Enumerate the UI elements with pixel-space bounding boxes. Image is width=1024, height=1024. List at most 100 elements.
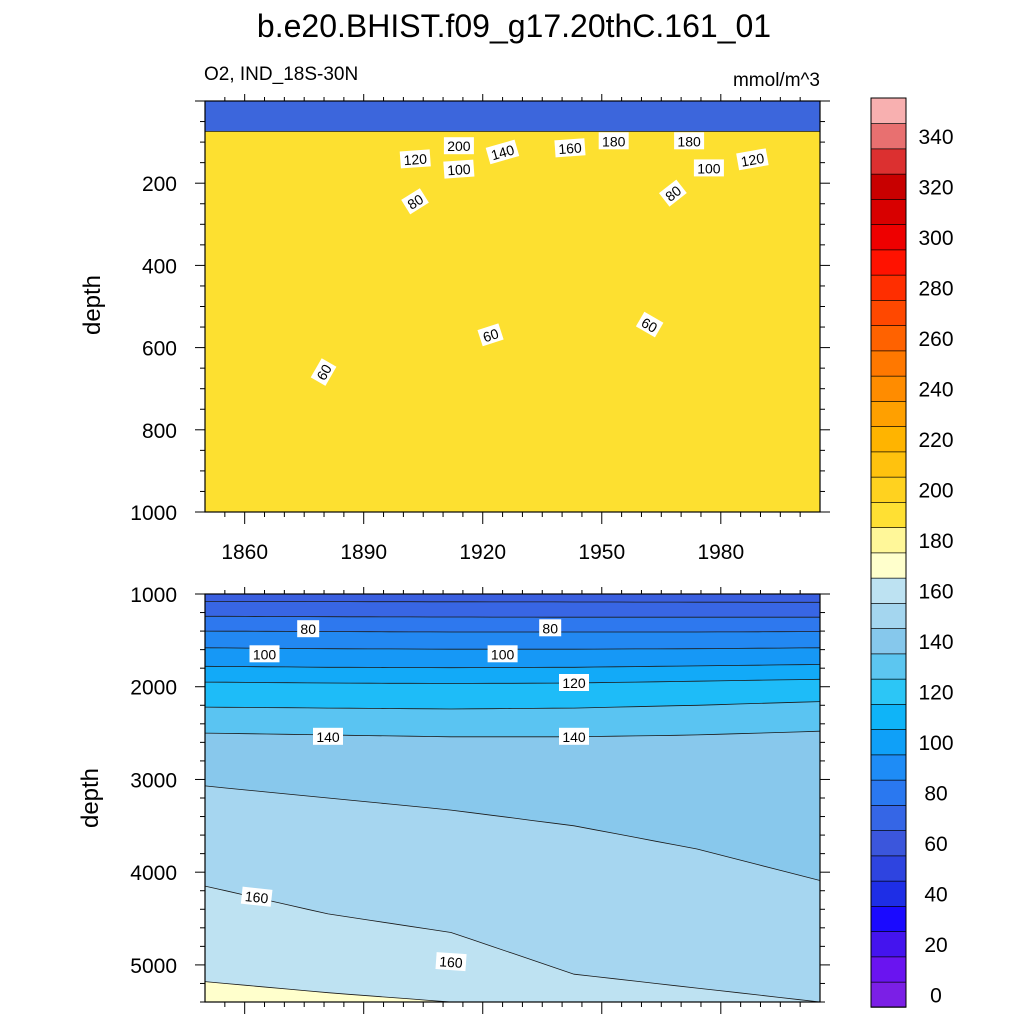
colorbar-swatch — [870, 526, 907, 554]
contour-label-bg — [598, 132, 629, 150]
contour-label-bg — [297, 620, 320, 638]
colorbar-swatch — [870, 653, 907, 680]
colorbar-tick-label: 0 — [930, 984, 942, 1007]
colorbar-tick-label: 260 — [918, 328, 953, 351]
colorbar-swatch — [870, 577, 907, 604]
variable-region-label: O2, IND_18S-30N — [204, 64, 358, 85]
colorbar-swatch — [870, 451, 907, 478]
contour-label: 80 — [658, 179, 687, 207]
colorbar-swatch — [870, 97, 907, 124]
contour-label: 100 — [249, 645, 280, 663]
y-tick-label: 1000 — [130, 584, 177, 607]
colorbar-swatch — [870, 703, 907, 730]
y-tick-label: 200 — [142, 173, 177, 196]
contour-label: 160 — [554, 138, 586, 158]
colorbar-swatch — [870, 400, 907, 427]
contour-label-text: 120 — [403, 151, 428, 169]
colorbar-swatch — [870, 602, 907, 629]
contour-label: 120 — [559, 674, 589, 691]
contour-label: 120 — [736, 148, 769, 171]
contour-label-text: 60 — [481, 325, 501, 345]
contour-label-bg — [635, 311, 664, 338]
y-tick-label: 400 — [142, 255, 177, 278]
contour-label: 60 — [477, 323, 504, 347]
contour-label: 60 — [310, 358, 337, 386]
contour-label: 80 — [297, 620, 320, 638]
contour-label: 140 — [559, 727, 589, 745]
colorbar-swatch — [870, 829, 907, 857]
contour-label: 200 — [443, 137, 474, 155]
lower-panel: 80 80 100 100 120 140 140 160 160 1000 2000 3000 400… — [130, 584, 830, 1014]
colorbar-swatch — [870, 905, 907, 932]
colorbar-tick-label: 120 — [918, 681, 953, 704]
y-tick-label: 1000 — [130, 502, 177, 525]
contour-line — [205, 981, 820, 1002]
colorbar-tick-label: 160 — [918, 580, 953, 603]
colorbar-frame — [870, 97, 907, 1008]
contour-label: 140 — [485, 139, 520, 165]
x-tick-label: 1860 — [221, 541, 268, 564]
contour-label: 60 — [635, 311, 664, 338]
contour-label: 160 — [240, 886, 273, 907]
colorbar-tick-label: 200 — [918, 479, 953, 502]
contour-label: 140 — [313, 727, 343, 745]
contour-label-text: 140 — [489, 141, 516, 163]
contour-label-text: 80 — [404, 191, 426, 213]
contour-label-text: 200 — [447, 138, 471, 154]
contour-band-200-210 — [205, 131, 820, 512]
colorbar-swatch — [870, 274, 907, 301]
colorbar-tick-label: 240 — [918, 378, 953, 401]
contour-label-bg — [313, 727, 343, 745]
contour-label-bg — [559, 727, 589, 745]
y-tick-label: 800 — [142, 420, 177, 443]
colorbar-swatch — [870, 249, 907, 276]
colorbar-swatch — [870, 981, 907, 1008]
y-tick-label: 5000 — [130, 955, 177, 978]
colorbar-tick-label: 220 — [918, 429, 953, 452]
y-tick-label: 4000 — [130, 862, 177, 885]
contour-label-bg — [477, 323, 504, 347]
contour-label-bg — [736, 148, 769, 171]
chart-title: b.e20.BHIST.f09_g17.20thC.161_01 — [257, 8, 771, 44]
colorbar-swatch — [870, 956, 907, 983]
colorbar-swatch — [870, 350, 907, 377]
contour-label-text: 100 — [491, 646, 515, 662]
contour-label-text: 60 — [639, 314, 661, 336]
colorbar-swatch — [870, 779, 907, 806]
colorbar-tick-label: 180 — [918, 530, 953, 553]
contour-line — [205, 701, 820, 710]
contour-label-bg — [443, 159, 475, 179]
upper-ylabel: depth — [79, 275, 106, 335]
contour-line — [205, 615, 820, 618]
contour-label-text: 100 — [697, 160, 721, 176]
colorbar-swatch — [870, 678, 907, 705]
colorbar-swatch — [870, 627, 907, 655]
colorbar-swatch — [870, 855, 907, 882]
colorbar: 0 20 40 60 80 100 120 140 160 180 200 220 240 260 280 3… — [870, 97, 954, 1008]
contour-label: 80 — [539, 619, 562, 637]
contour-label: 100 — [443, 159, 475, 179]
contour-label: 180 — [674, 132, 705, 150]
colorbar-tick-label: 340 — [918, 126, 953, 149]
contour-line — [205, 678, 820, 684]
colorbar-swatch — [870, 501, 907, 528]
y-tick-label: 2000 — [130, 677, 177, 700]
contour-label: 100 — [693, 159, 724, 177]
contour-label-text: 80 — [300, 621, 316, 637]
contour-label-text: 160 — [439, 953, 464, 971]
plot-area: 200 180 180 160 140 120 120 100 100 80 80 60 60 60 — [205, 101, 820, 512]
contour-band-160-170 — [205, 886, 820, 1002]
contour-label-text: 100 — [447, 161, 472, 179]
contour-label-text: 140 — [316, 729, 340, 745]
x-tick-label: 1890 — [340, 541, 387, 564]
colorbar-swatch — [870, 728, 907, 756]
colorbar-tick-label: 100 — [918, 732, 953, 755]
contour-label-bg — [399, 149, 431, 169]
colorbar-tick-label: 300 — [918, 227, 953, 250]
contour-line — [205, 885, 820, 1002]
y-tick-label: 600 — [142, 338, 177, 361]
colorbar-tick-label: 20 — [924, 934, 947, 957]
colorbar-swatch — [870, 223, 907, 251]
colorbar-tick-label: 280 — [918, 277, 953, 300]
